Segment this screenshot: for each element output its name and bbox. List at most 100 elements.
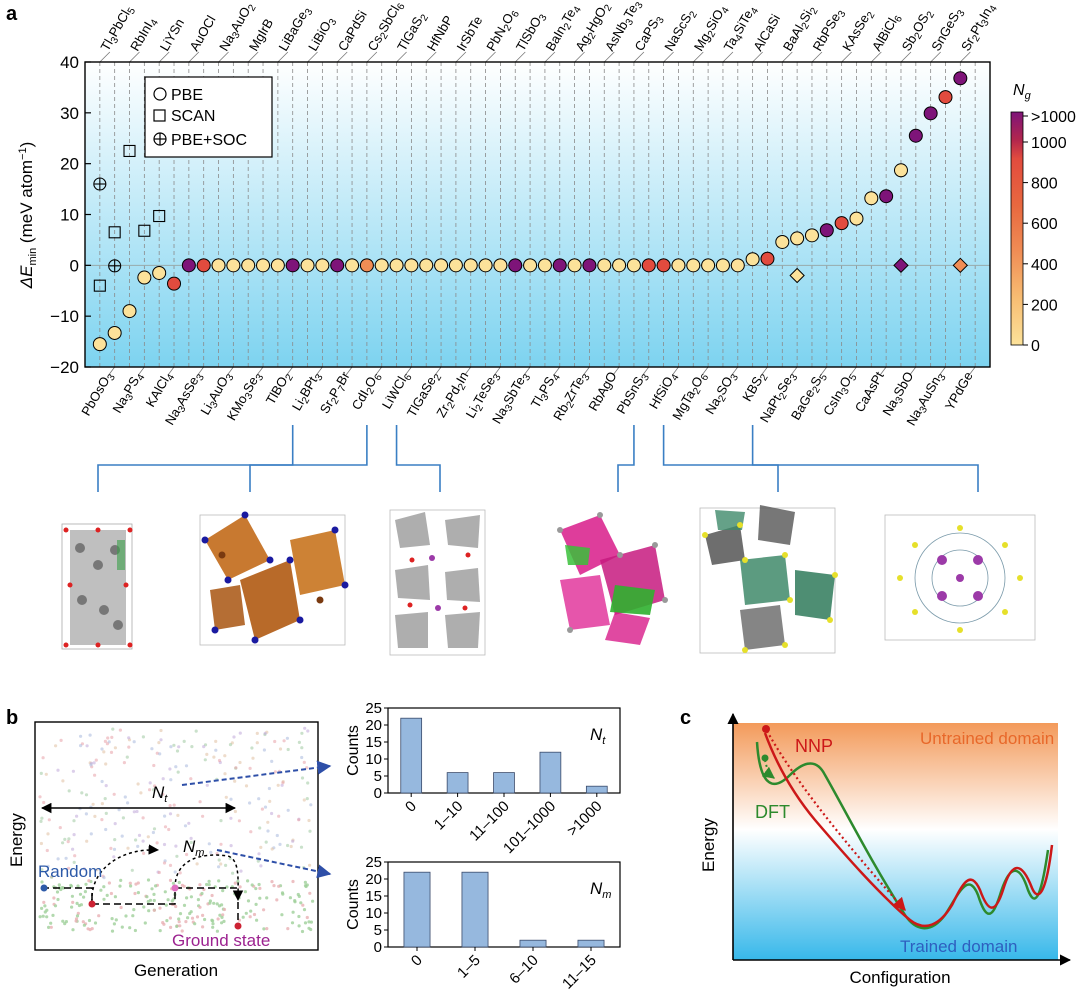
histogram-bar bbox=[519, 939, 547, 948]
population-dot bbox=[306, 781, 310, 785]
legend-circled-plus-icon bbox=[153, 132, 167, 146]
population-dot bbox=[238, 760, 242, 765]
y-tick-label: 10 bbox=[60, 206, 79, 225]
population-dot bbox=[241, 915, 245, 919]
ground-state-label: Ground state bbox=[172, 931, 270, 950]
population-dot bbox=[299, 845, 304, 849]
population-dot bbox=[185, 852, 189, 857]
population-dot bbox=[201, 814, 205, 818]
bottom-compound-label: Na3PS4 bbox=[109, 369, 147, 417]
bottom-label-leader bbox=[523, 366, 531, 376]
population-dot bbox=[83, 890, 87, 894]
population-dot bbox=[176, 770, 180, 774]
population-dot bbox=[265, 896, 269, 900]
pbe-soc-point bbox=[93, 177, 107, 191]
population-dot bbox=[195, 915, 200, 919]
pbe-point bbox=[107, 325, 122, 340]
pbe-point bbox=[597, 258, 612, 273]
population-dot bbox=[214, 739, 218, 744]
bottom-label-leader bbox=[167, 366, 175, 376]
population-dot bbox=[67, 837, 71, 841]
population-dot bbox=[255, 731, 259, 736]
histogram-ylabel: Counts bbox=[345, 725, 362, 776]
population-dot bbox=[250, 746, 254, 750]
population-dot bbox=[146, 899, 150, 904]
y-tick-label: 0 bbox=[70, 256, 79, 275]
histogram-bar bbox=[400, 717, 423, 794]
population-dot bbox=[302, 798, 306, 802]
population-dot bbox=[207, 879, 211, 884]
population-dot bbox=[113, 895, 117, 899]
population-dot bbox=[172, 743, 176, 747]
population-dot bbox=[223, 754, 227, 758]
population-dot bbox=[270, 847, 274, 851]
population-dot bbox=[201, 913, 205, 918]
bottom-label-leader bbox=[197, 366, 205, 376]
population-dot bbox=[258, 886, 262, 891]
colorbar-tick-label: 600 bbox=[1031, 216, 1058, 233]
population-dot bbox=[288, 896, 292, 900]
population-dot bbox=[211, 925, 215, 929]
pbe-point bbox=[893, 163, 908, 178]
population-dot bbox=[267, 786, 271, 791]
pbe-point bbox=[404, 258, 419, 273]
population-dot bbox=[289, 844, 293, 849]
population-dot bbox=[165, 919, 169, 923]
population-dot bbox=[308, 863, 312, 867]
population-dot bbox=[185, 896, 189, 900]
population-dot bbox=[248, 766, 252, 771]
y-tick-label: 40 bbox=[60, 53, 79, 72]
histogram-y-tick-label: 20 bbox=[365, 871, 382, 888]
crystal-structure-1 bbox=[61, 523, 133, 650]
bottom-label-leader bbox=[138, 366, 145, 376]
population-dot bbox=[217, 865, 221, 869]
population-dot bbox=[39, 771, 43, 776]
population-dot bbox=[39, 841, 44, 846]
population-dot bbox=[286, 843, 290, 848]
population-dot bbox=[270, 811, 274, 816]
population-dot bbox=[152, 892, 156, 897]
population-dot bbox=[51, 913, 55, 918]
pbe-point bbox=[493, 258, 508, 273]
population-dot bbox=[232, 735, 236, 739]
top-label-leader bbox=[129, 51, 140, 63]
population-dot bbox=[211, 919, 215, 923]
random-label: Random bbox=[38, 862, 102, 881]
pbe-point bbox=[537, 258, 552, 273]
histogram-y-tick-label: 0 bbox=[374, 939, 382, 956]
top-label-leader bbox=[722, 51, 734, 63]
population-dot bbox=[104, 784, 108, 788]
population-dot bbox=[277, 884, 281, 888]
population-dot bbox=[282, 739, 286, 743]
pbe-point bbox=[612, 258, 627, 273]
crystal-structure-3 bbox=[389, 509, 486, 656]
population-dot bbox=[246, 899, 251, 903]
population-dot bbox=[141, 816, 145, 820]
population-dot bbox=[291, 839, 295, 843]
population-dot bbox=[106, 736, 110, 740]
population-dot bbox=[72, 860, 76, 865]
population-dot bbox=[233, 881, 237, 885]
population-dot bbox=[67, 866, 71, 870]
pbe-point bbox=[241, 258, 256, 273]
histogram-bar bbox=[539, 751, 562, 794]
population-dot bbox=[120, 834, 124, 838]
population-dot bbox=[303, 880, 307, 885]
bottom-label-leader bbox=[642, 366, 650, 376]
pbe-point bbox=[745, 252, 760, 267]
population-dot bbox=[141, 735, 145, 739]
population-dot bbox=[164, 903, 168, 907]
histogram-y-tick-label: 10 bbox=[365, 905, 382, 922]
population-dot bbox=[128, 881, 132, 885]
population-dot bbox=[79, 903, 83, 907]
population-dot bbox=[45, 848, 49, 853]
population-dot bbox=[119, 905, 123, 910]
population-dot bbox=[205, 752, 209, 757]
top-label-leader bbox=[692, 51, 704, 63]
population-dot bbox=[309, 920, 313, 924]
population-dot bbox=[148, 788, 152, 792]
population-dot bbox=[63, 837, 67, 842]
population-dots bbox=[38, 726, 315, 934]
top-label-leader bbox=[188, 51, 200, 63]
